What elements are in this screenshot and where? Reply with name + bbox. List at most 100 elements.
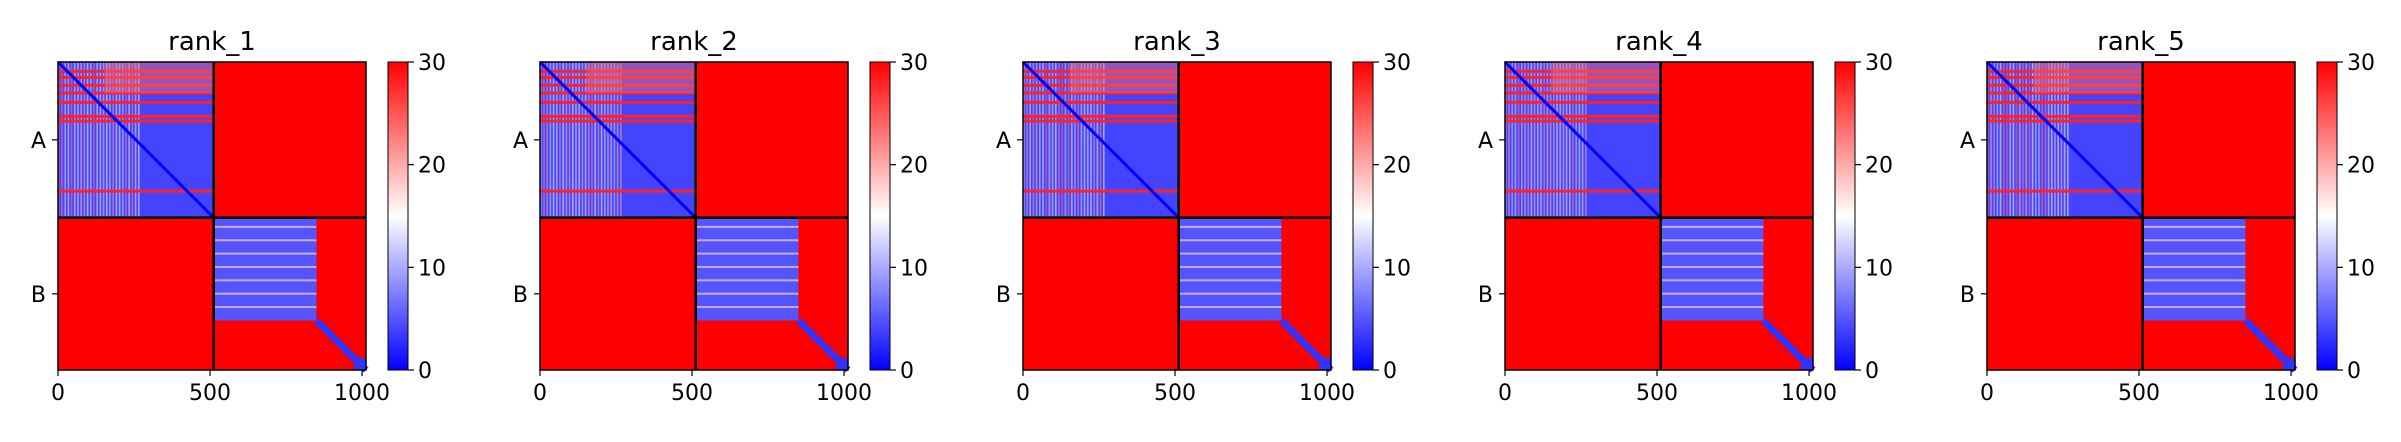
heatmap-cells	[1503, 60, 1816, 373]
block-A-stripe	[1517, 62, 1520, 218]
x-tick-label: 500	[2118, 381, 2160, 406]
block-A-stripe	[594, 62, 596, 218]
block-A-stripe	[102, 62, 105, 218]
block-A-stripe	[1533, 62, 1536, 218]
block-B-band	[1660, 279, 1764, 282]
colorbar-tick-label: 20	[900, 154, 928, 179]
block-A-band	[540, 189, 696, 193]
block-A-band	[1505, 76, 1661, 80]
colorbar-tick-label: 0	[900, 359, 914, 384]
block-A-diagonal	[1503, 60, 1662, 219]
heatmap-panel-5: rank_5 0 500 1000 A B 0 10 20 30	[1960, 27, 2375, 406]
block-A-stripe	[1039, 62, 1041, 218]
block-B-band	[2142, 239, 2246, 242]
block-A-band	[1505, 114, 1661, 118]
block-A-stripe	[2060, 62, 2063, 218]
block-B-band	[1660, 239, 1764, 242]
colorbar-gradient	[1352, 61, 1374, 371]
block-A-stripe	[112, 62, 114, 218]
block-A-band	[1987, 114, 2143, 118]
block-A-stripe	[2025, 62, 2027, 218]
y-tick-label: B	[31, 283, 46, 308]
block-A-stripe	[1508, 62, 1510, 218]
panel-title: rank_2	[650, 27, 738, 57]
block-A-band	[1987, 100, 2143, 104]
block-A-stripe	[1527, 62, 1529, 218]
block-A-stripe	[540, 62, 542, 218]
block-B-band	[1660, 265, 1764, 268]
block-B-band	[213, 265, 317, 268]
block-A-stripe	[1562, 62, 1565, 218]
block-A-stripe	[1055, 62, 1057, 218]
block-A-stripe	[1559, 62, 1561, 218]
panel-title: rank_1	[168, 27, 256, 57]
block-A-stripe	[562, 62, 564, 218]
block-A-stripe	[578, 62, 580, 218]
block-A-stripe	[2031, 62, 2034, 218]
block-A-band	[1023, 91, 1179, 95]
x-tick-label: 500	[1636, 381, 1678, 406]
block-B-band	[213, 292, 317, 295]
heatmap-panel-2: rank_2 0 500 1000 A B 0 10 20 30	[513, 27, 928, 406]
block-A-band	[58, 114, 214, 118]
block-A-stripe	[1083, 62, 1086, 218]
block-A-band	[1987, 189, 2143, 193]
block-A-band	[58, 76, 214, 80]
block-A-stripe	[2051, 62, 2053, 218]
block-A-stripe	[1572, 62, 1574, 218]
colorbar: 0 10 20 30	[2316, 51, 2375, 384]
block-A-stripe	[131, 62, 134, 218]
y-tick-label: B	[513, 283, 528, 308]
colorbar-tick-label: 0	[2347, 359, 2361, 384]
colorbar-tick-label: 20	[418, 154, 446, 179]
y-tick-label: A	[996, 129, 1011, 154]
axes-frame	[539, 61, 849, 371]
block-A-stripe	[99, 62, 102, 218]
block-A-stripe	[607, 62, 609, 218]
block-A-stripe	[1058, 62, 1060, 218]
block-B-band	[213, 225, 317, 228]
y-tick-label: A	[513, 129, 528, 154]
block-B-small-domain	[1319, 358, 1331, 370]
block-B-small-domain	[1801, 358, 1813, 370]
colorbar-tick-label: 20	[1383, 154, 1411, 179]
block-B-band	[1660, 252, 1764, 255]
block-A-stripe	[67, 62, 70, 218]
colorbar-tick-label: 10	[900, 256, 928, 281]
block-B-band	[2142, 279, 2246, 282]
colorbar-tick-label: 10	[1383, 256, 1411, 281]
block-A-stripe	[96, 62, 98, 218]
colorbar-tick-label: 30	[1865, 51, 1893, 76]
block-A-stripe	[620, 62, 622, 218]
block-A-stripe	[568, 62, 571, 218]
y-tick-label: A	[31, 129, 46, 154]
block-A-band	[58, 91, 214, 95]
heatmap-cells	[1985, 60, 2298, 373]
block-A-stripe	[83, 62, 86, 218]
block-A-stripe	[93, 62, 95, 218]
block-A-stripe	[600, 62, 603, 218]
block-A-band	[1505, 100, 1661, 104]
colorbar-tick-label: 20	[2347, 154, 2375, 179]
block-A-stripe	[1061, 62, 1063, 218]
block-A-stripe	[1026, 62, 1028, 218]
block-A-stripe	[2035, 62, 2037, 218]
block-A-stripe	[1080, 62, 1083, 218]
block-A-stripe	[80, 62, 82, 218]
block-B-band	[695, 279, 799, 282]
block-A-stripe	[1521, 62, 1523, 218]
block-B-band	[213, 239, 317, 242]
block-A-band	[58, 119, 214, 123]
block-A-band	[1505, 91, 1661, 95]
block-A-stripe	[1505, 62, 1507, 218]
block-A-stripe	[1987, 62, 1989, 218]
block-A-stripe	[122, 62, 124, 218]
block-B-band	[2142, 306, 2246, 309]
block-A-stripe	[106, 62, 108, 218]
block-B-B	[213, 217, 317, 321]
block-A-band	[1505, 119, 1661, 123]
block-A-stripe	[1569, 62, 1571, 218]
block-A-stripe	[591, 62, 593, 218]
block-A-band	[540, 91, 696, 95]
block-A-stripe	[1530, 62, 1533, 218]
